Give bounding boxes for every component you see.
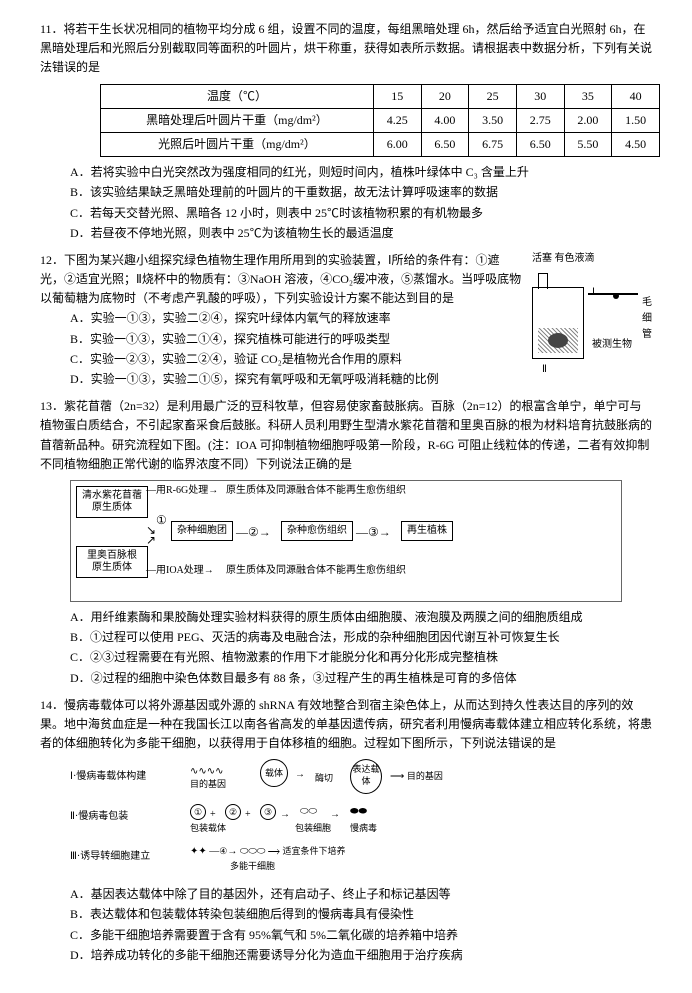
label: 原生质体及同源融合体不能再生愈伤组织	[226, 563, 406, 579]
label: ④	[219, 846, 227, 856]
q13-D: D．②过程的细胞中染色体数目最多有 88 条，③过程产生的再生植株是可育的多倍体	[40, 669, 652, 688]
q13-C: C．②③过程需要在有光照、植物激素的作用下才能脱分化和再分化形成完整植株	[40, 648, 652, 667]
td: 黑暗处理后叶圆片干重（mg/dm²）	[101, 108, 374, 132]
q13-flowchart: 清水紫花苜蓿原生质体 —用R-6G处理→ 原生质体及同源融合体不能再生愈伤组织 …	[70, 480, 622, 602]
circle: 载体	[260, 759, 288, 787]
td: 2.75	[516, 108, 564, 132]
label: ②	[248, 525, 259, 539]
q14-D: D．培养成功转化的多能干细胞还需要诱导分化为造血干细胞用于治疗疾病	[40, 946, 652, 965]
td: 1.50	[612, 108, 660, 132]
td: 4.50	[612, 132, 660, 156]
td: 3.50	[469, 108, 517, 132]
q13-B: B．①过程可以使用 PEG、灭活的病毒及电融合法，形成的杂种细胞团因代谢互补可恢…	[40, 628, 652, 647]
label: 包装细胞	[295, 821, 331, 835]
label: 毛细管	[642, 295, 652, 343]
q14-stem: 14．慢病毒载体可以将外源基因或外源的 shRNA 有效地整合到宿主染色体上，从…	[40, 696, 652, 754]
q14-A: A．基因表达载体中除了目的基因外，还有启动子、终止子和标记基因等	[40, 885, 652, 904]
td: 2.00	[564, 108, 612, 132]
q12-D: D．实验一①③，实验二①⑤，探究有氧呼吸和无氧呼吸消耗糖的比例	[40, 370, 652, 389]
flow-box: 再生植株	[401, 521, 453, 541]
label: ③	[368, 525, 379, 539]
arrow-label: ①	[156, 511, 167, 530]
q14-C: C．多能干细胞培养需要置于含有 95%氧气和 5%二氧化碳的培养箱中培养	[40, 926, 652, 945]
q11-D: D．若昼夜不停地光照，则表中 25℃为该植物生长的最适温度	[40, 224, 652, 243]
q13-A: A．用纤维素酶和果胶酶处理实验材料获得的原生质体由细胞膜、液泡膜及两膜之间的细胞…	[40, 608, 652, 627]
td: 6.50	[516, 132, 564, 156]
label: 原生质体及同源融合体不能再生愈伤组织	[226, 483, 406, 499]
label: 用IOA处理	[156, 565, 204, 576]
td: 6.75	[469, 132, 517, 156]
td: 25	[469, 84, 517, 108]
apparatus-diagram: 活塞 有色液滴 Ⅰ 毛细管 被测生物 Ⅱ	[532, 251, 652, 359]
label: 包装载体	[190, 821, 226, 835]
circle: ②	[225, 804, 241, 820]
label: Ⅰ·慢病毒载体构建	[70, 769, 146, 785]
td: 光照后叶圆片干重（mg/dm²）	[101, 132, 374, 156]
td: 6.00	[373, 132, 421, 156]
label: Ⅲ·诱导转细胞建立	[70, 849, 150, 865]
td: 35	[564, 84, 612, 108]
th: 温度（℃）	[101, 84, 374, 108]
circle: ③	[260, 804, 276, 820]
circle: 表达载体	[350, 759, 382, 794]
flow-box: 杂种愈伤组织	[281, 521, 353, 541]
label: 用R-6G处理	[156, 485, 208, 496]
label: 目的基因	[407, 771, 443, 781]
q11-A: A．若将实验中白光突然改为强度相同的红光，则短时间内，植株叶绿体中 C₃ 含量上…	[40, 163, 652, 182]
td: 5.50	[564, 132, 612, 156]
label: 酶切	[315, 771, 333, 785]
flow-box: 里奥百脉根原生质体	[76, 546, 148, 578]
label: Ⅱ·慢病毒包装	[70, 809, 128, 825]
label: 多能干细胞	[230, 859, 275, 873]
q14-B: B．表达载体和包装载体转染包装细胞后得到的慢病毒具有侵染性	[40, 905, 652, 924]
flow-box: 杂种细胞团	[171, 521, 233, 541]
label: 适宜条件下培养	[282, 846, 345, 856]
circle: ①	[190, 804, 206, 820]
td: 4.25	[373, 108, 421, 132]
q14-diagram: Ⅰ·慢病毒载体构建 ∿∿∿∿ 目的基因 载体 → 酶切 表达载体 ⟶ 目的基因 …	[40, 759, 652, 879]
q11-B: B．该实验结果缺乏黑暗处理前的叶圆片的干重数据，故无法计算呼吸速率的数据	[40, 183, 652, 202]
label: 目的基因	[190, 777, 226, 791]
flow-box: 清水紫花苜蓿原生质体	[76, 486, 148, 518]
label: 活塞 有色液滴	[532, 251, 652, 267]
q11-stem: 11．将若干生长状况相同的植物平均分成 6 组，设置不同的温度，每组黑暗处理 6…	[40, 20, 652, 78]
label: 慢病毒	[350, 821, 377, 835]
td: 20	[421, 84, 469, 108]
label: 被测生物	[592, 337, 632, 353]
td: 6.50	[421, 132, 469, 156]
q11-table: 温度（℃）152025303540 黑暗处理后叶圆片干重（mg/dm²）4.25…	[100, 84, 660, 158]
td: 15	[373, 84, 421, 108]
q13-stem: 13．紫花苜蓿（2n=32）是利用最广泛的豆科牧草，但容易使家畜鼓胀病。百脉（2…	[40, 397, 652, 474]
q11-C: C．若每天交替光照、黑暗各 12 小时，则表中 25℃时该植物积累的有机物最多	[40, 204, 652, 223]
td: 40	[612, 84, 660, 108]
td: 30	[516, 84, 564, 108]
td: 4.00	[421, 108, 469, 132]
